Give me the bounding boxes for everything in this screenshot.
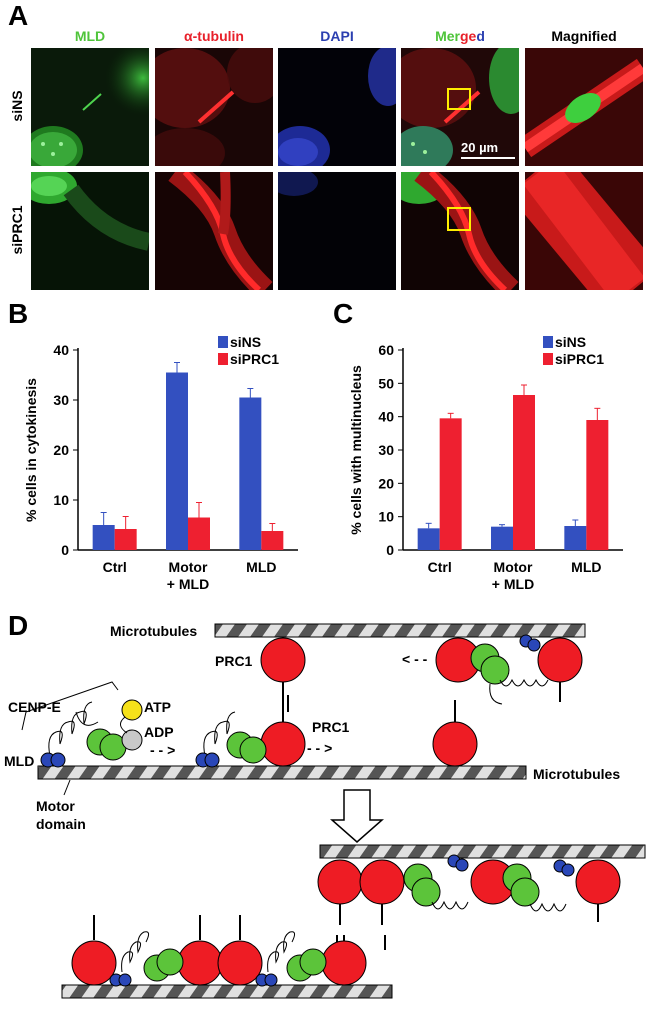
y-tick-label: 10 bbox=[378, 509, 394, 525]
legend-swatch bbox=[218, 353, 228, 365]
micrograph-sins-magnified bbox=[525, 48, 643, 166]
y-tick-label: 40 bbox=[378, 409, 394, 425]
label-microtubules-bottom: Microtubules bbox=[533, 766, 620, 782]
y-tick-label: 30 bbox=[53, 392, 69, 408]
y-tick-label: 20 bbox=[53, 442, 69, 458]
chart-cytokinesis: 0 10 20 30 40 % cells in cytokinesis Ctrl Motor… bbox=[23, 334, 298, 592]
legend-label: siPRC1 bbox=[555, 351, 604, 367]
label-microtubules-top: Microtubules bbox=[110, 623, 197, 639]
bar bbox=[439, 418, 462, 550]
label-domain: domain bbox=[36, 816, 86, 832]
motor-mid-2 bbox=[239, 736, 267, 764]
label-motor: Motor bbox=[36, 798, 75, 814]
merged-part-2: ge bbox=[460, 28, 477, 44]
x-tick-label: Motor bbox=[494, 559, 533, 575]
bar bbox=[261, 531, 284, 550]
x-tick-label: Motor bbox=[169, 559, 208, 575]
column-header-dapi: DAPI bbox=[320, 28, 354, 44]
microtubule-top bbox=[214, 623, 586, 638]
label-adp: ADP bbox=[144, 724, 174, 740]
panel-label-c: C bbox=[333, 298, 354, 329]
legend-label: siPRC1 bbox=[230, 351, 279, 367]
panel-label-d: D bbox=[8, 610, 29, 641]
y-tick-label: 20 bbox=[378, 475, 394, 491]
atp-circle bbox=[121, 699, 143, 721]
bar bbox=[188, 517, 210, 550]
y-tick-label: 30 bbox=[378, 442, 394, 458]
mld-top-right-2 bbox=[527, 638, 541, 652]
prc1-cenpe-diagram: Microtubules Microtubules PRC1 PRC1 - - … bbox=[4, 623, 646, 999]
micrograph-siprc1-dapi bbox=[278, 172, 396, 290]
column-header-merged: Merged bbox=[401, 28, 519, 44]
panel-label-b: B bbox=[8, 298, 29, 329]
microtubule-bottom bbox=[37, 765, 527, 780]
label-cenpe: CENP-E bbox=[8, 699, 61, 715]
prc1-top-right-2 bbox=[537, 637, 583, 683]
micrograph-sins-mld bbox=[31, 48, 149, 166]
merged-part-1: Mer bbox=[435, 28, 460, 44]
y-tick-label: 50 bbox=[378, 375, 394, 391]
column-header-magnified: Magnified bbox=[551, 28, 617, 44]
microtubule-lower-top bbox=[319, 844, 646, 859]
bar bbox=[114, 529, 137, 550]
mld-left-2 bbox=[50, 752, 66, 768]
micrograph-sins-dapi bbox=[278, 48, 396, 166]
merged-part-3: d bbox=[476, 28, 485, 44]
bar bbox=[491, 526, 513, 550]
y-tick-label: 0 bbox=[61, 542, 69, 558]
down-arrow bbox=[330, 789, 384, 843]
y-tick-label: 40 bbox=[53, 342, 69, 358]
motor-top-right-2 bbox=[480, 655, 510, 685]
row-label-siprc1: siPRC1 bbox=[9, 205, 25, 255]
label-prc1-top: PRC1 bbox=[215, 653, 253, 669]
y-axis-label: % cells in cytokinesis bbox=[23, 378, 39, 522]
micrograph-siprc1-merged bbox=[401, 172, 519, 290]
label-mld: MLD bbox=[4, 753, 34, 769]
microtubule-lower-bottom bbox=[61, 984, 393, 999]
legend-label: siNS bbox=[555, 334, 586, 350]
column-header-tubulin: α-tubulin bbox=[184, 28, 244, 44]
bar bbox=[239, 397, 262, 550]
row-label-sins: siNS bbox=[9, 90, 25, 122]
bar bbox=[586, 420, 609, 550]
y-tick-label: 0 bbox=[386, 542, 394, 558]
x-tick-label: + MLD bbox=[492, 576, 534, 592]
micrograph-sins-tubulin bbox=[155, 48, 273, 166]
y-axis-label: % cells with multinucleus bbox=[348, 365, 364, 535]
bar bbox=[417, 528, 440, 550]
svg-text:< - -: < - - bbox=[402, 651, 428, 667]
chart-multinucleus: 0 10 20 30 40 50 60 % cells with multinucleus Ct… bbox=[348, 334, 623, 592]
panel-label-a: A bbox=[8, 0, 29, 31]
x-tick-label: Ctrl bbox=[428, 559, 452, 575]
mld-mid-2 bbox=[204, 752, 220, 768]
y-tick-label: 60 bbox=[378, 342, 394, 358]
x-tick-label: MLD bbox=[246, 559, 276, 575]
label-prc1-middle: PRC1 bbox=[312, 719, 350, 735]
micrograph-siprc1-magnified bbox=[525, 172, 643, 290]
legend-swatch bbox=[218, 336, 228, 348]
prc1-bottom-center bbox=[260, 721, 306, 767]
micrograph-siprc1-tubulin bbox=[155, 172, 273, 290]
x-tick-label: MLD bbox=[571, 559, 601, 575]
svg-text:- - >: - - > bbox=[150, 742, 175, 758]
prc1-bottom-right bbox=[432, 721, 478, 767]
legend-swatch bbox=[543, 353, 553, 365]
scale-bar-label: 20 µm bbox=[461, 140, 499, 155]
svg-text:- - >: - - > bbox=[307, 740, 332, 756]
column-header-mld: MLD bbox=[74, 28, 106, 44]
prc1-top-center bbox=[260, 637, 306, 683]
micrograph-siprc1-mld bbox=[31, 172, 149, 290]
x-tick-label: + MLD bbox=[167, 576, 209, 592]
adp-circle bbox=[121, 729, 143, 751]
bar bbox=[166, 372, 188, 550]
bar bbox=[92, 525, 115, 550]
legend-swatch bbox=[543, 336, 553, 348]
label-atp: ATP bbox=[144, 699, 171, 715]
x-tick-label: Ctrl bbox=[103, 559, 127, 575]
legend-label: siNS bbox=[230, 334, 261, 350]
bar bbox=[564, 526, 587, 550]
micrograph-sins-merged bbox=[401, 48, 519, 166]
bar bbox=[513, 395, 535, 550]
y-tick-label: 10 bbox=[53, 492, 69, 508]
